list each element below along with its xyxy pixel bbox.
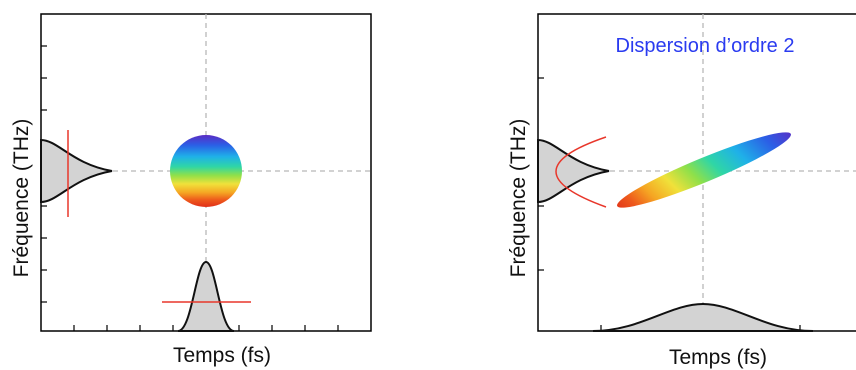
right-xlabel: Temps (fs) [669,346,767,369]
right-spectrum-profile [537,138,610,204]
left-temporal-profile [177,260,235,332]
right-panel-title: Dispersion d’ordre 2 [616,35,795,57]
right-ticks [538,77,801,331]
right-ylabel: Fréquence (THz) [507,119,530,278]
left-ylabel: Fréquence (THz) [10,119,33,278]
left-wigner-circle [170,135,242,207]
right-wigner-ellipse [617,132,791,208]
right-panel: Dispersion d’ordre 2 Temps (fs) Fréquenc… [507,13,856,369]
right-temporal-profile [592,302,814,332]
left-spectrum-profile [40,138,113,204]
left-panel: Temps (fs) Fréquence (THz) [10,13,372,367]
left-xlabel: Temps (fs) [173,344,271,367]
right-spectral-phase-curve [555,136,607,208]
